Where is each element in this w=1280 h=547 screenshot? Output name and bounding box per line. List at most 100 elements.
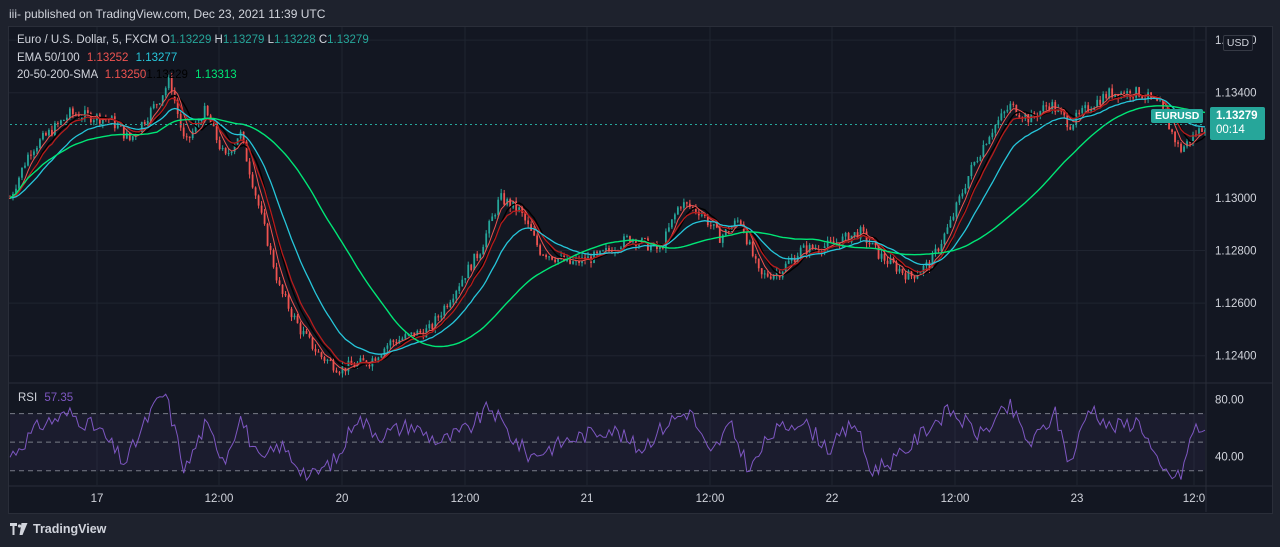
candle-body xyxy=(748,241,751,245)
candle-body xyxy=(967,176,970,189)
candle-body xyxy=(458,286,461,291)
rsi-legend[interactable]: RSI 57.35 xyxy=(18,392,73,404)
candle-body xyxy=(1066,115,1069,128)
tradingview-logo[interactable]: TradingView xyxy=(10,522,106,536)
candle-body xyxy=(1174,131,1176,143)
candle-body xyxy=(497,199,500,215)
candle-body xyxy=(1189,141,1191,143)
candle-body xyxy=(1003,111,1006,114)
candle-body xyxy=(434,316,437,329)
candle-body xyxy=(805,245,808,255)
candle-body xyxy=(404,334,407,339)
candle-body xyxy=(167,77,170,89)
candle-body xyxy=(964,188,967,194)
candle-body xyxy=(332,360,335,371)
candle-body xyxy=(401,338,404,340)
candle-body xyxy=(33,151,35,156)
candle-body xyxy=(895,262,898,272)
candle-body xyxy=(736,220,739,222)
candle-body xyxy=(467,264,470,279)
legend-sma50-value: 1.13229 xyxy=(146,69,188,81)
candle-body xyxy=(1069,127,1072,130)
candle-body xyxy=(928,262,931,269)
candle-body xyxy=(988,137,991,144)
candle-body xyxy=(958,196,961,203)
candle-body xyxy=(527,220,530,225)
time-axis-ticks: 17 12:00 20 12:00 21 12:00 22 12:00 23 12:0 xyxy=(91,493,1206,505)
candle-body xyxy=(976,160,979,162)
symbol-price-tag: EURUSD xyxy=(1151,109,1204,123)
candle-body xyxy=(961,193,964,197)
candle-body xyxy=(296,315,299,324)
candle-body xyxy=(880,253,883,259)
candle-body xyxy=(374,358,377,361)
candle-body xyxy=(1090,109,1093,112)
candle-body xyxy=(853,232,856,236)
candle-body xyxy=(530,224,533,231)
candle-body xyxy=(275,267,278,281)
candle-body xyxy=(329,359,332,361)
candle-body xyxy=(1162,100,1164,109)
candle-body xyxy=(57,123,59,125)
candle-body xyxy=(269,245,272,251)
candle-body xyxy=(134,135,137,137)
candle-body xyxy=(440,315,443,318)
candle-body xyxy=(524,212,527,221)
candle-body xyxy=(164,88,167,96)
candle-body xyxy=(754,256,757,259)
candle-body xyxy=(973,161,976,166)
candle-body xyxy=(263,212,266,224)
candle-body xyxy=(1159,100,1161,102)
candle-body xyxy=(320,352,323,358)
candle-body xyxy=(931,253,934,269)
currency-button[interactable]: USD xyxy=(1223,35,1253,51)
candle-body xyxy=(934,248,937,254)
candle-body xyxy=(572,261,574,264)
candle-body xyxy=(308,333,311,338)
candle-body xyxy=(1132,97,1135,99)
price-tick-label: 1.13000 xyxy=(1215,193,1257,205)
candle-body xyxy=(149,108,152,121)
candle-body xyxy=(916,274,919,279)
candle-body xyxy=(949,219,952,228)
candle-body xyxy=(206,105,209,116)
candle-body xyxy=(536,235,539,246)
candle-body xyxy=(700,214,703,216)
candle-body xyxy=(1072,124,1075,130)
candle-body xyxy=(51,129,53,136)
legend-symbol-row: Euro / U.S. Dollar, 5, FXCM O1.13229 H1.… xyxy=(17,34,369,46)
legend-close-label: C xyxy=(318,34,328,46)
candle-body xyxy=(1096,99,1099,108)
candle-body xyxy=(80,118,83,120)
sma200-line xyxy=(9,105,1206,348)
candle-body xyxy=(1135,87,1138,98)
price-tick-label: 1.13400 xyxy=(1215,88,1257,100)
bottom-bar: TradingView xyxy=(0,514,1280,547)
candle-body xyxy=(877,245,880,259)
candle-body xyxy=(1114,94,1117,97)
candle-body xyxy=(21,167,23,178)
candle-body xyxy=(898,268,901,272)
candle-body xyxy=(551,256,553,260)
candle-body xyxy=(299,323,302,335)
candle-body xyxy=(449,302,452,307)
candle-body xyxy=(667,227,670,232)
candle-body xyxy=(844,232,847,237)
candle-body xyxy=(437,316,440,318)
moving-averages xyxy=(9,89,1206,372)
candle-body xyxy=(802,245,805,248)
top-bar: iii- published on TradingView.com, Dec 2… xyxy=(0,0,1280,26)
candle-body xyxy=(368,364,371,367)
legend-sma-row[interactable]: 20-50-200-SMA 1.132501.13229 1.13313 xyxy=(17,69,237,81)
candle-body xyxy=(841,236,844,247)
candle-body xyxy=(140,122,143,133)
candle-body xyxy=(829,240,832,242)
candle-body xyxy=(488,221,491,234)
price-tick-label: 1.12600 xyxy=(1215,298,1257,310)
candle-body xyxy=(116,125,119,129)
legend-sma20-value: 1.13250 xyxy=(104,69,147,81)
legend-ema-row[interactable]: EMA 50/100 1.13252 1.13277 xyxy=(17,52,177,64)
candle-body xyxy=(119,125,122,127)
candle-body xyxy=(985,143,988,145)
